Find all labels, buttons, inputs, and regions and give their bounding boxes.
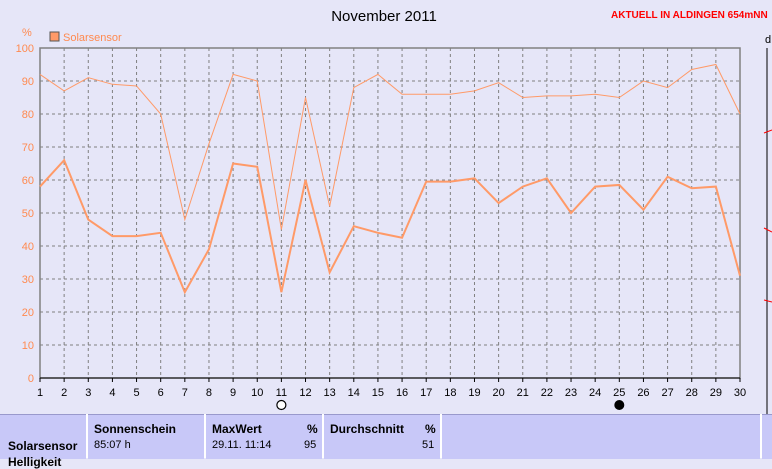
y-tick-label: 90 bbox=[22, 76, 34, 88]
x-tick-label: 18 bbox=[444, 387, 456, 399]
x-tick-label: 12 bbox=[299, 387, 311, 399]
divider bbox=[760, 414, 762, 458]
new-moon-icon bbox=[614, 400, 625, 410]
summary-row-label: Solarsensor bbox=[8, 439, 78, 453]
y-axis-label: % bbox=[22, 27, 32, 39]
series-line-max bbox=[39, 63, 741, 230]
y-tick-labels: 0 10 20 30 40 50 60 70 80 90 100 bbox=[16, 43, 34, 385]
full-moon-icon bbox=[276, 399, 287, 411]
y-tick-label: 30 bbox=[22, 274, 34, 286]
legend-swatch bbox=[49, 31, 60, 42]
y-tick-label: 60 bbox=[22, 175, 34, 187]
y-tick-label: 50 bbox=[22, 208, 34, 220]
sunshine-value: 85:07 h bbox=[94, 439, 131, 451]
station-label: AKTUELL IN ALDINGEN 654mNN bbox=[611, 10, 768, 21]
empty-cell bbox=[442, 414, 760, 459]
summary-row-label-cell: Solarsensor Helligkeit bbox=[0, 414, 86, 469]
x-tick-label: 5 bbox=[133, 387, 139, 399]
y-tick-label: 40 bbox=[22, 241, 34, 253]
x-tick-label: 30 bbox=[734, 387, 746, 399]
max-label: MaxWert bbox=[212, 422, 262, 436]
edge-cell bbox=[762, 414, 772, 459]
x-tick-label: 27 bbox=[661, 387, 673, 399]
x-tick-label: 26 bbox=[637, 387, 649, 399]
max-unit: % bbox=[307, 422, 318, 436]
max-time: 29.11. 11:14 bbox=[212, 439, 272, 451]
avg-label: Durchschnitt bbox=[330, 422, 405, 436]
x-tick-label: 23 bbox=[565, 387, 577, 399]
x-tick-label: 22 bbox=[541, 387, 553, 399]
avg-value: 51 bbox=[422, 439, 435, 451]
max-value: 95 bbox=[304, 439, 317, 451]
sunshine-label: Sonnenschein bbox=[94, 422, 177, 436]
y-tick-label: 0 bbox=[28, 373, 34, 385]
max-cell: MaxWert % 29.11. 11:14 95 bbox=[206, 414, 322, 459]
chart: November 2011 AKTUELL IN ALDINGEN 654mNN… bbox=[16, 8, 772, 414]
x-tick-label: 13 bbox=[324, 387, 336, 399]
y-tick-label: 10 bbox=[22, 340, 34, 352]
y-tick-label: 80 bbox=[22, 109, 34, 121]
x-tick-label: 6 bbox=[158, 387, 164, 399]
x-tick-label: 19 bbox=[468, 387, 480, 399]
x-tick-label: 28 bbox=[686, 387, 698, 399]
x-tick-label: 8 bbox=[206, 387, 212, 399]
y-tick-label: 70 bbox=[22, 142, 34, 154]
avg-cell: Durchschnitt % 51 bbox=[324, 414, 440, 459]
divider bbox=[322, 414, 324, 458]
x-tick-labels: 1 2 3 4 5 6 7 8 9 10 11 12 13 14 15 16 17 18 19 20 21 22 23 24 2… bbox=[37, 378, 746, 399]
sunshine-cell: Sonnenschein 85:07 h bbox=[88, 414, 204, 459]
divider bbox=[86, 414, 88, 458]
x-tick-label: 7 bbox=[182, 387, 188, 399]
moon-markers bbox=[276, 399, 625, 411]
x-tick-label: 15 bbox=[372, 387, 384, 399]
x-tick-label: 3 bbox=[85, 387, 91, 399]
y-tick-label: 100 bbox=[16, 43, 34, 55]
x-tick-label: 21 bbox=[517, 387, 529, 399]
series-line-average bbox=[39, 158, 741, 295]
x-tick-label: 10 bbox=[251, 387, 263, 399]
summary-row-label-2: Helligkeit bbox=[8, 455, 62, 469]
x-tick-label: 24 bbox=[589, 387, 601, 399]
x-tick-label: 16 bbox=[396, 387, 408, 399]
legend-label: Solarsensor bbox=[63, 32, 122, 44]
x-tick-label: 4 bbox=[109, 387, 115, 399]
x-tick-label: 25 bbox=[613, 387, 625, 399]
avg-unit: % bbox=[425, 422, 436, 436]
series-lines bbox=[39, 63, 741, 295]
x-tick-label: 1 bbox=[37, 387, 43, 399]
chart-title: November 2011 bbox=[331, 8, 437, 25]
x-tick-label: 2 bbox=[61, 387, 67, 399]
grid bbox=[39, 47, 741, 379]
y-tick-label: 20 bbox=[22, 307, 34, 319]
edge-label: d bbox=[765, 34, 771, 46]
x-tick-label: 9 bbox=[230, 387, 236, 399]
x-tick-label: 29 bbox=[710, 387, 722, 399]
divider bbox=[204, 414, 206, 458]
x-tick-label: 14 bbox=[348, 387, 360, 399]
x-tick-label: 20 bbox=[492, 387, 504, 399]
divider bbox=[440, 414, 442, 458]
x-tick-label: 11 bbox=[276, 387, 287, 399]
x-tick-label: 17 bbox=[420, 387, 432, 399]
edge-fragment bbox=[763, 129, 772, 303]
